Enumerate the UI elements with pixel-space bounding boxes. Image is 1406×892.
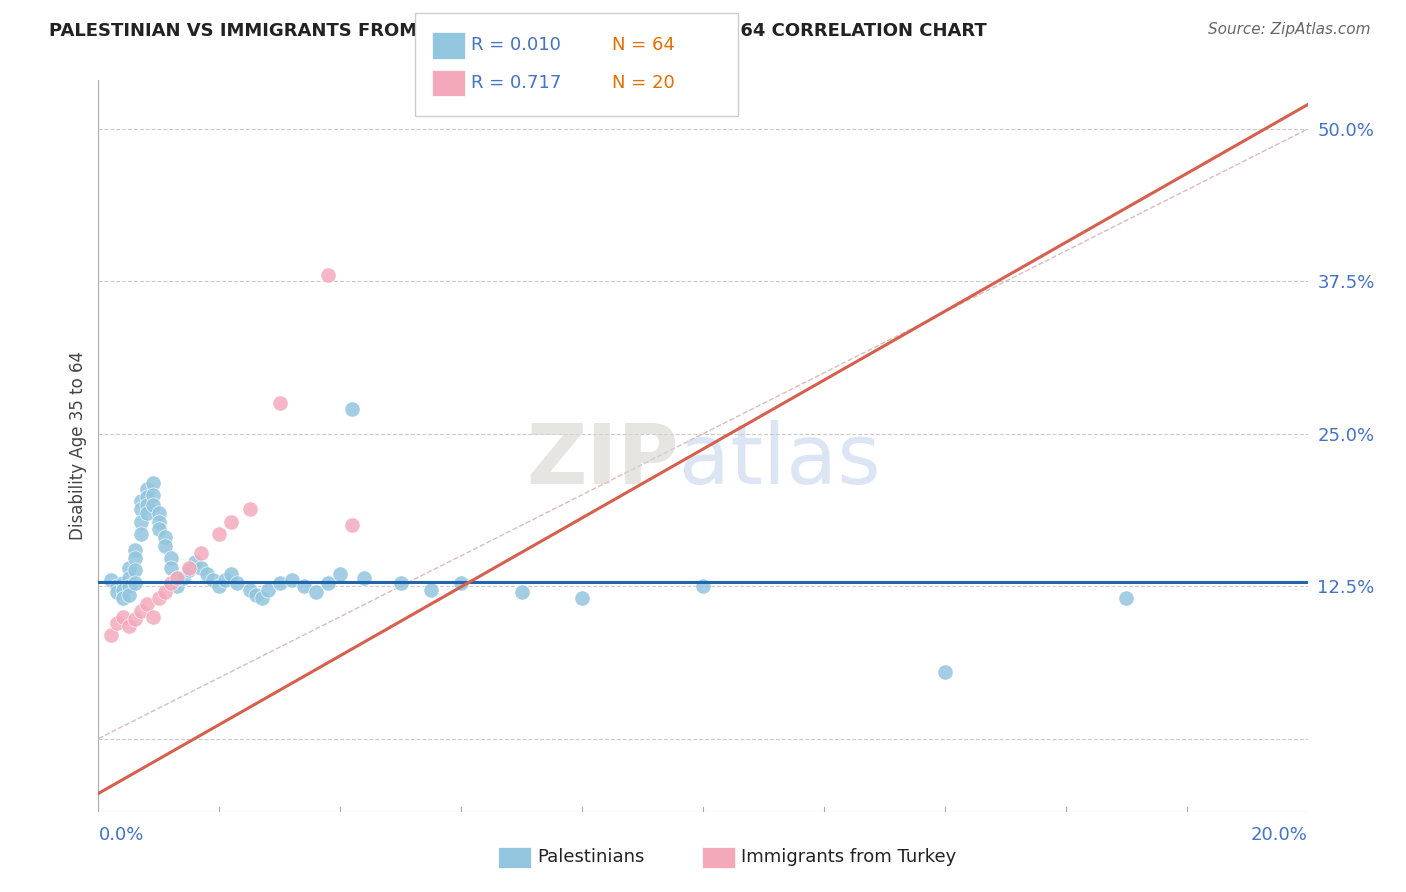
Point [510,585,533,599]
Point [166,579,188,593]
Text: R = 0.717: R = 0.717 [471,74,561,92]
Point [389,575,412,590]
Point [221,567,243,582]
Point [226,575,249,590]
Point [256,582,278,597]
Point [281,573,304,587]
Point [342,518,364,533]
Point [124,551,146,566]
Point [135,598,157,612]
Point [142,475,165,490]
Point [129,515,152,529]
Point [166,571,188,585]
Point [148,522,170,536]
Text: 20.0%: 20.0% [1251,826,1308,845]
Point [105,579,128,593]
Point [221,515,243,529]
Point [292,579,315,593]
Point [111,575,134,590]
Text: atlas: atlas [679,420,880,501]
Point [142,498,165,512]
Point [148,506,170,520]
Point [208,579,231,593]
Point [179,563,201,577]
Point [118,588,141,602]
Point [124,612,146,626]
Point [160,551,183,566]
Point [118,571,141,585]
Point [135,490,157,504]
Text: Source: ZipAtlas.com: Source: ZipAtlas.com [1208,22,1371,37]
Point [214,573,236,587]
Point [202,573,225,587]
Point [571,591,593,606]
Point [129,604,152,618]
Point [105,585,128,599]
Point [105,615,128,630]
Point [208,526,231,541]
Point [129,502,152,516]
Text: PALESTINIAN VS IMMIGRANTS FROM TURKEY DISABILITY AGE 35 TO 64 CORRELATION CHART: PALESTINIAN VS IMMIGRANTS FROM TURKEY DI… [49,22,987,40]
Text: Immigrants from Turkey: Immigrants from Turkey [741,848,956,866]
Point [269,575,291,590]
Point [118,619,141,633]
Point [111,582,134,597]
Y-axis label: Disability Age 35 to 64: Disability Age 35 to 64 [69,351,87,541]
Point [124,563,146,577]
Point [239,582,262,597]
Point [111,591,134,606]
Point [129,526,152,541]
Point [450,575,472,590]
Point [195,567,218,582]
Point [153,530,176,544]
Point [124,542,146,557]
Text: ZIP: ZIP [526,420,679,501]
Point [148,515,170,529]
Point [160,561,183,575]
Point [420,582,443,597]
Point [135,498,157,512]
Point [184,555,207,569]
Point [1115,591,1137,606]
Point [153,585,176,599]
Point [692,579,714,593]
Point [100,573,122,587]
Point [135,482,157,496]
Point [166,571,188,585]
Text: N = 64: N = 64 [612,37,675,54]
Point [353,571,375,585]
Point [100,628,122,642]
Text: R = 0.010: R = 0.010 [471,37,561,54]
Point [239,502,262,516]
Point [934,665,956,679]
Point [118,561,141,575]
Point [269,396,291,410]
Point [153,539,176,553]
Point [190,561,212,575]
Point [250,591,273,606]
Text: Palestinians: Palestinians [537,848,644,866]
Point [124,575,146,590]
Text: 0.0%: 0.0% [98,826,143,845]
Point [179,561,201,575]
Point [329,567,352,582]
Point [305,585,328,599]
Point [142,609,165,624]
Point [148,591,170,606]
Point [316,575,339,590]
Point [111,609,134,624]
Point [160,575,183,590]
Point [129,494,152,508]
Point [135,506,157,520]
Text: N = 20: N = 20 [612,74,675,92]
Point [190,546,212,560]
Point [142,488,165,502]
Point [118,579,141,593]
Point [245,588,267,602]
Point [172,571,194,585]
Point [342,402,364,417]
Point [316,268,339,283]
